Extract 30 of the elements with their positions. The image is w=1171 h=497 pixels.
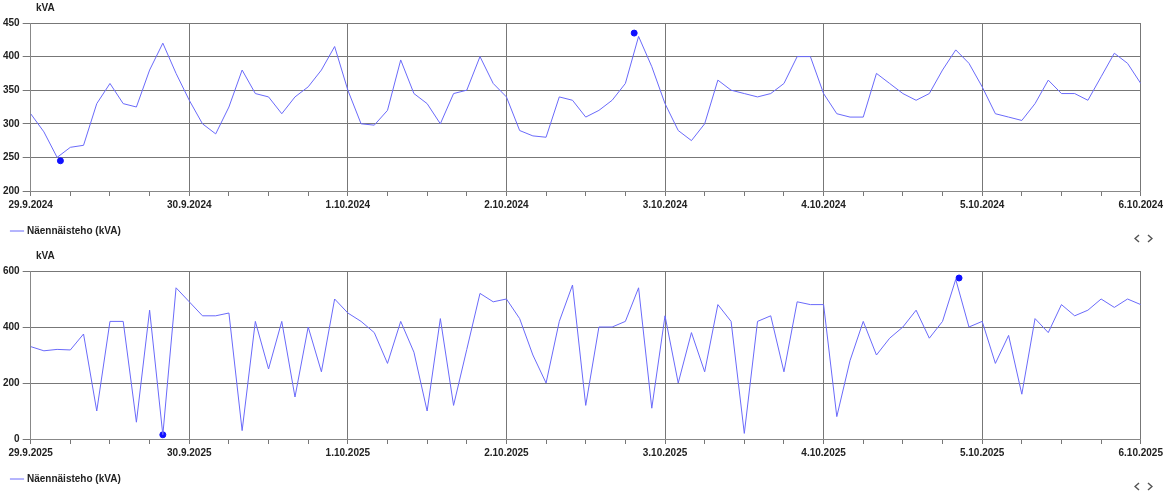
y-tick-label: 400: [3, 50, 21, 62]
x-tick-label: 5.10.2025: [959, 446, 1005, 458]
y-tick-label: 300: [3, 117, 21, 129]
x-tick-label: 30.9.2024: [167, 198, 212, 210]
x-tick-label: 2.10.2024: [484, 198, 530, 210]
x-tick-label: 30.9.2025: [167, 446, 212, 458]
x-tick-label: 6.10.2025: [1118, 446, 1164, 458]
y-tick-label: 350: [3, 83, 21, 95]
y-tick-label: 250: [3, 151, 21, 163]
x-tick-label: 29.9.2025: [8, 446, 54, 458]
x-tick-label: 1.10.2025: [325, 446, 371, 458]
x-tick-label: 4.10.2025: [801, 446, 847, 458]
y-tick-label: 400: [3, 320, 21, 332]
x-tick-label: 6.10.2024: [1118, 198, 1164, 210]
y-axis-title: kVA: [36, 250, 55, 261]
x-tick-label: 2.10.2025: [484, 446, 530, 458]
legend-label: Näennäisteho (kVA): [27, 472, 121, 484]
x-tick-label: 1.10.2024: [325, 198, 371, 210]
x-tick-label: 3.10.2024: [642, 198, 688, 210]
x-tick-label: 29.9.2024: [8, 198, 54, 210]
x-tick-label: 5.10.2024: [959, 198, 1005, 210]
y-tick-label: 200: [3, 376, 21, 388]
y-tick-label: 0: [14, 432, 21, 444]
y-axis-title: kVA: [36, 2, 55, 13]
y-tick-label: 450: [3, 16, 21, 28]
y-tick-label: 200: [3, 184, 21, 196]
y-tick-label: 600: [3, 264, 21, 276]
x-tick-label: 3.10.2025: [642, 446, 688, 458]
legend-label: Näennäisteho (kVA): [27, 224, 121, 236]
x-tick-label: 4.10.2024: [801, 198, 847, 210]
